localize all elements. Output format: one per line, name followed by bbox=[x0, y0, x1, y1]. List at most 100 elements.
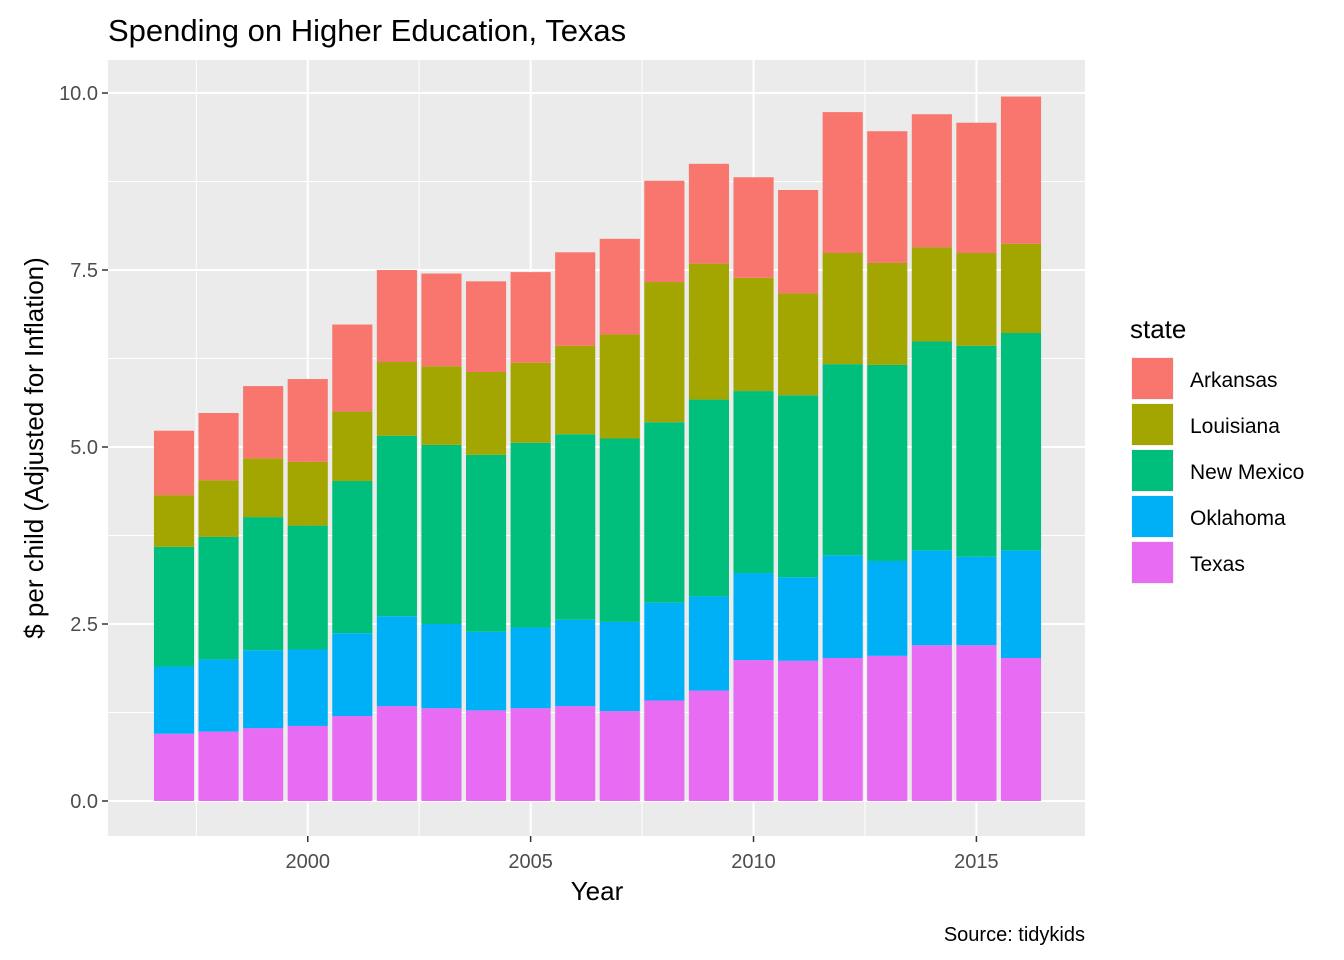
bar-texas-2002 bbox=[376, 706, 417, 801]
bar-oklahoma-2011 bbox=[778, 577, 819, 661]
bar-louisiana-2003 bbox=[421, 366, 462, 445]
bar-arkansas-1998 bbox=[198, 413, 239, 481]
bar-oklahoma-2014 bbox=[911, 550, 952, 646]
bar-louisiana-2011 bbox=[778, 293, 819, 396]
bar-oklahoma-2015 bbox=[956, 556, 997, 646]
bar-arkansas-2014 bbox=[911, 114, 952, 248]
bar-oklahoma-2016 bbox=[1000, 550, 1042, 658]
bar-arkansas-1997 bbox=[153, 430, 195, 496]
bar-louisiana-2005 bbox=[510, 362, 551, 443]
bar-arkansas-2012 bbox=[822, 112, 863, 254]
x-tick-label: 2000 bbox=[285, 851, 330, 873]
bar-new-mexico-2001 bbox=[332, 480, 373, 634]
bar-arkansas-2008 bbox=[644, 180, 685, 283]
bar-oklahoma-2004 bbox=[465, 631, 507, 711]
caption: Source: tidykids bbox=[944, 924, 1085, 946]
bar-texas-2015 bbox=[956, 645, 997, 801]
bar-new-mexico-2013 bbox=[867, 364, 908, 561]
legend-swatch-oklahoma bbox=[1132, 496, 1173, 537]
bar-louisiana-1997 bbox=[153, 495, 195, 547]
bar-arkansas-2004 bbox=[465, 281, 507, 372]
bar-oklahoma-2009 bbox=[688, 596, 730, 691]
bar-texas-2003 bbox=[421, 708, 462, 801]
legend-label: Arkansas bbox=[1190, 369, 1278, 392]
x-axis-title: Year bbox=[571, 876, 624, 906]
bar-louisiana-2001 bbox=[332, 411, 373, 481]
bar-arkansas-2007 bbox=[599, 238, 640, 335]
bar-arkansas-2015 bbox=[956, 122, 997, 254]
bar-louisiana-2000 bbox=[287, 461, 328, 526]
bar-louisiana-2013 bbox=[867, 262, 908, 365]
bar-new-mexico-2007 bbox=[599, 438, 640, 622]
bar-oklahoma-1997 bbox=[153, 666, 195, 734]
x-tick-label: 2015 bbox=[954, 851, 999, 873]
y-tick-label: 10.0 bbox=[59, 83, 98, 105]
bar-new-mexico-2004 bbox=[465, 454, 507, 632]
bar-new-mexico-2011 bbox=[778, 395, 819, 578]
bar-new-mexico-2002 bbox=[376, 435, 417, 617]
bar-new-mexico-2016 bbox=[1000, 333, 1042, 551]
x-tick-label: 2010 bbox=[731, 851, 776, 873]
bar-arkansas-2003 bbox=[421, 273, 462, 367]
bar-oklahoma-1998 bbox=[198, 659, 239, 732]
bar-texas-2004 bbox=[465, 710, 507, 801]
legend-swatch-louisiana bbox=[1132, 404, 1173, 445]
legend-swatch-arkansas bbox=[1132, 358, 1173, 399]
bar-arkansas-2005 bbox=[510, 272, 551, 363]
bar-louisiana-1999 bbox=[243, 458, 284, 518]
bar-arkansas-2009 bbox=[688, 163, 730, 264]
bar-new-mexico-1997 bbox=[153, 546, 195, 667]
bar-louisiana-2009 bbox=[688, 263, 730, 400]
bar-oklahoma-2000 bbox=[287, 649, 328, 726]
bar-texas-2008 bbox=[644, 700, 685, 801]
bar-louisiana-2010 bbox=[733, 277, 774, 392]
chart-title: Spending on Higher Education, Texas bbox=[108, 13, 626, 48]
bar-texas-2009 bbox=[688, 690, 730, 801]
y-tick-label: 7.5 bbox=[70, 260, 98, 282]
bar-new-mexico-2014 bbox=[911, 341, 952, 551]
bar-oklahoma-2008 bbox=[644, 602, 685, 701]
bar-oklahoma-2003 bbox=[421, 624, 462, 709]
legend-label: Oklahoma bbox=[1190, 507, 1286, 530]
bar-oklahoma-2007 bbox=[599, 621, 640, 712]
bar-new-mexico-2012 bbox=[822, 364, 863, 556]
legend-label: New Mexico bbox=[1190, 461, 1304, 484]
x-tick-label: 2005 bbox=[508, 851, 553, 873]
bar-texas-2013 bbox=[867, 655, 908, 801]
bar-arkansas-2010 bbox=[733, 177, 774, 278]
bar-oklahoma-2005 bbox=[510, 627, 551, 709]
bar-louisiana-1998 bbox=[198, 480, 239, 537]
bar-louisiana-2002 bbox=[376, 362, 417, 436]
bar-texas-2000 bbox=[287, 725, 328, 801]
bar-arkansas-2013 bbox=[867, 131, 908, 263]
bar-texas-2005 bbox=[510, 708, 551, 801]
bar-arkansas-2006 bbox=[555, 252, 596, 346]
bar-oklahoma-2001 bbox=[332, 633, 373, 717]
y-tick-label: 2.5 bbox=[70, 614, 98, 636]
bar-new-mexico-1999 bbox=[243, 517, 284, 651]
bar-arkansas-2016 bbox=[1000, 96, 1042, 244]
bar-texas-1998 bbox=[198, 731, 239, 801]
bar-new-mexico-2003 bbox=[421, 444, 462, 624]
bar-texas-2014 bbox=[911, 645, 952, 801]
bar-louisiana-2007 bbox=[599, 334, 640, 439]
y-axis: 0.0 2.5 5.0 7.5 10.0 bbox=[59, 83, 108, 813]
legend-swatch-new-mexico bbox=[1132, 450, 1173, 491]
y-tick-label: 0.0 bbox=[70, 791, 98, 813]
bar-oklahoma-2010 bbox=[733, 573, 774, 661]
bar-texas-2012 bbox=[822, 657, 863, 801]
legend: state Arkansas Louisiana New Mexico Oklahom… bbox=[1130, 314, 1304, 584]
bar-louisiana-2004 bbox=[465, 371, 507, 455]
bar-louisiana-2008 bbox=[644, 282, 685, 423]
bar-texas-2006 bbox=[555, 706, 596, 801]
bar-new-mexico-2008 bbox=[644, 422, 685, 603]
bar-louisiana-2012 bbox=[822, 253, 863, 365]
bar-texas-2010 bbox=[733, 660, 774, 801]
bar-louisiana-2014 bbox=[911, 247, 952, 342]
bar-oklahoma-2006 bbox=[555, 619, 596, 707]
bar-arkansas-2000 bbox=[287, 379, 328, 462]
bar-texas-2016 bbox=[1000, 657, 1042, 801]
legend-label: Louisiana bbox=[1190, 415, 1280, 438]
legend-label: Texas bbox=[1190, 553, 1245, 576]
